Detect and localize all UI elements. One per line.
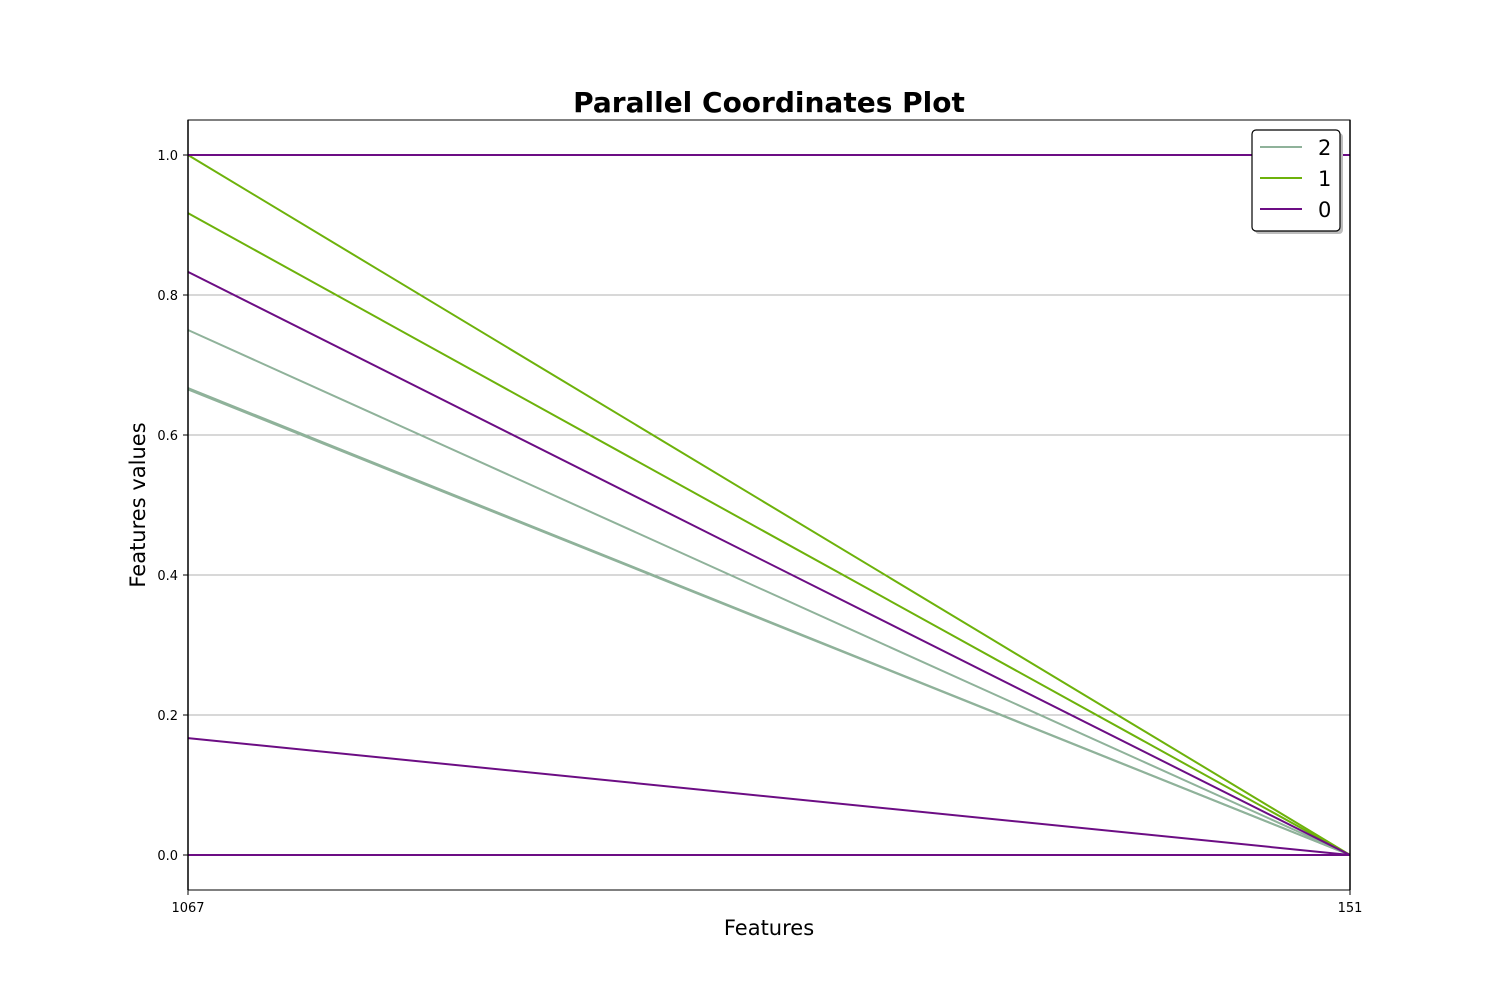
x-tick-label-0: 1067 (171, 901, 204, 916)
y-tick-label-0: 0.0 (157, 849, 178, 864)
y-tick-label-4: 0.8 (157, 289, 178, 304)
series-line-4 (187, 212, 1351, 856)
y-tick-label-2: 0.4 (157, 569, 178, 584)
legend-label-1: 1 (1318, 167, 1331, 191)
x-axis-label: Features (724, 916, 814, 940)
legend-label-0: 0 (1318, 198, 1331, 222)
axes (187, 119, 1351, 891)
y-ticks: 0.0 0.2 0.4 0.6 0.8 1.0 (157, 149, 188, 864)
legend-label-2: 2 (1318, 136, 1331, 160)
y-tick-label-3: 0.6 (157, 429, 178, 444)
y-axis-label: Features values (126, 422, 150, 587)
x-tick-label-1: 151 (1338, 901, 1363, 916)
series-line-0 (187, 329, 1351, 856)
y-tick-label-1: 0.2 (157, 709, 178, 724)
legend: 2 1 0 (1251, 129, 1343, 234)
y-tick-label-5: 1.0 (157, 149, 178, 164)
series-line-6 (187, 737, 1351, 856)
series-line-5 (187, 271, 1351, 856)
series-line-2 (187, 388, 1351, 856)
x-ticks: 1067 151 (171, 890, 1362, 916)
series-line-3 (187, 154, 1351, 856)
legend-box (1251, 129, 1341, 232)
chart-title: Parallel Coordinates Plot (573, 86, 965, 119)
series-lines (187, 154, 1351, 856)
